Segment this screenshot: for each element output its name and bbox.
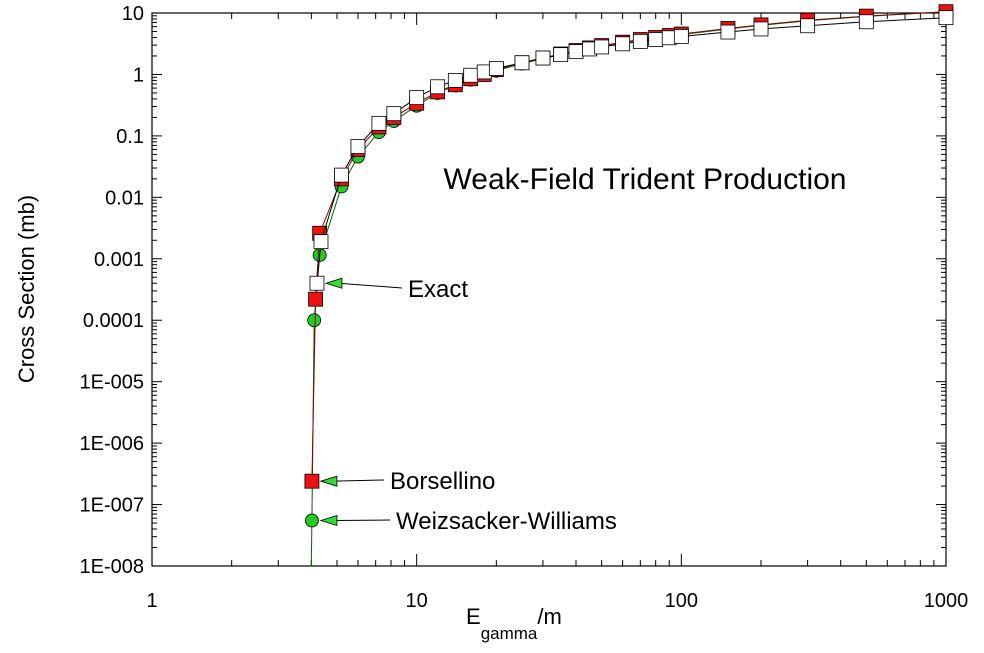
y-tick-label: 1E-008 xyxy=(80,556,145,578)
data-point xyxy=(447,72,463,88)
x-tick-label: 10 xyxy=(406,590,428,612)
y-axis-label: Cross Section (mb) xyxy=(14,195,39,383)
data-point xyxy=(800,18,816,34)
data-point xyxy=(313,234,329,250)
data-point xyxy=(386,106,402,122)
data-point xyxy=(648,32,664,47)
data-point xyxy=(309,275,325,291)
data-point xyxy=(553,47,569,63)
data-point xyxy=(304,473,320,489)
y-tick-label: 1E-005 xyxy=(80,372,145,394)
annotation-label: Borsellino xyxy=(390,468,495,495)
data-point xyxy=(305,513,319,528)
y-tick-label: 0.001 xyxy=(94,249,144,271)
data-point xyxy=(568,44,584,60)
data-point xyxy=(308,291,323,307)
data-point xyxy=(753,21,769,37)
series-2 xyxy=(309,10,954,291)
data-point xyxy=(858,14,874,30)
y-tick-label: 0.01 xyxy=(105,187,144,209)
annotation-arrowhead xyxy=(324,277,343,289)
annotation-arrowhead xyxy=(319,475,338,487)
data-point xyxy=(430,79,446,95)
ticks: 1E-008 1E-007 1E-006 1E-005 0.0001 0.001 0.01 0… xyxy=(80,3,969,612)
x-axis-label-sub: gamma xyxy=(481,624,538,643)
x-tick-label: 100 xyxy=(665,590,698,612)
data-point xyxy=(514,55,530,71)
data-point xyxy=(535,50,551,66)
y-tick-label: 1E-006 xyxy=(80,433,145,455)
data-point xyxy=(673,29,689,44)
series-1 xyxy=(304,4,954,489)
annotations: Exact Borsellino Weizsacker-Williams xyxy=(319,276,617,535)
annotation-label: Exact xyxy=(408,276,468,303)
y-tick-label: 0.1 xyxy=(116,126,144,148)
data-point xyxy=(938,10,954,26)
annotation-2: Weizsacker-Williams xyxy=(319,508,617,535)
data-point xyxy=(720,24,736,40)
data-point xyxy=(350,139,366,154)
y-tick-label: 0.0001 xyxy=(83,310,144,332)
y-tick-label: 1 xyxy=(133,64,144,86)
annotation-1: Borsellino xyxy=(319,468,495,495)
data-point xyxy=(488,61,504,76)
x-tick-label: 1 xyxy=(146,590,157,612)
data-point xyxy=(463,67,479,83)
x-axis-label-base: E xyxy=(466,604,481,629)
annotation-arrowhead xyxy=(319,514,338,527)
plot-frame xyxy=(151,12,947,567)
annotation-leader xyxy=(339,282,403,289)
x-axis-label-suffix: /m xyxy=(537,604,561,629)
y-tick-label: 1E-007 xyxy=(80,495,145,517)
x-tick-label: 1000 xyxy=(924,590,969,612)
data-point xyxy=(594,39,610,55)
data-point xyxy=(632,33,648,49)
series-line xyxy=(311,11,947,482)
chart-title: Weak-Field Trident Production xyxy=(444,163,847,196)
annotation-label: Weizsacker-Williams xyxy=(396,508,617,535)
series-line xyxy=(316,17,947,284)
data-point xyxy=(334,167,349,183)
annotation-leader xyxy=(334,479,385,482)
annotation-0: Exact xyxy=(324,276,468,303)
x-axis-label: Egamma/m xyxy=(466,604,562,643)
y-tick-label: 10 xyxy=(122,3,144,25)
data-point xyxy=(307,313,322,328)
series xyxy=(304,4,954,567)
data-point xyxy=(371,115,387,131)
data-point xyxy=(409,90,425,105)
axes xyxy=(151,12,947,567)
data-point xyxy=(615,36,631,52)
